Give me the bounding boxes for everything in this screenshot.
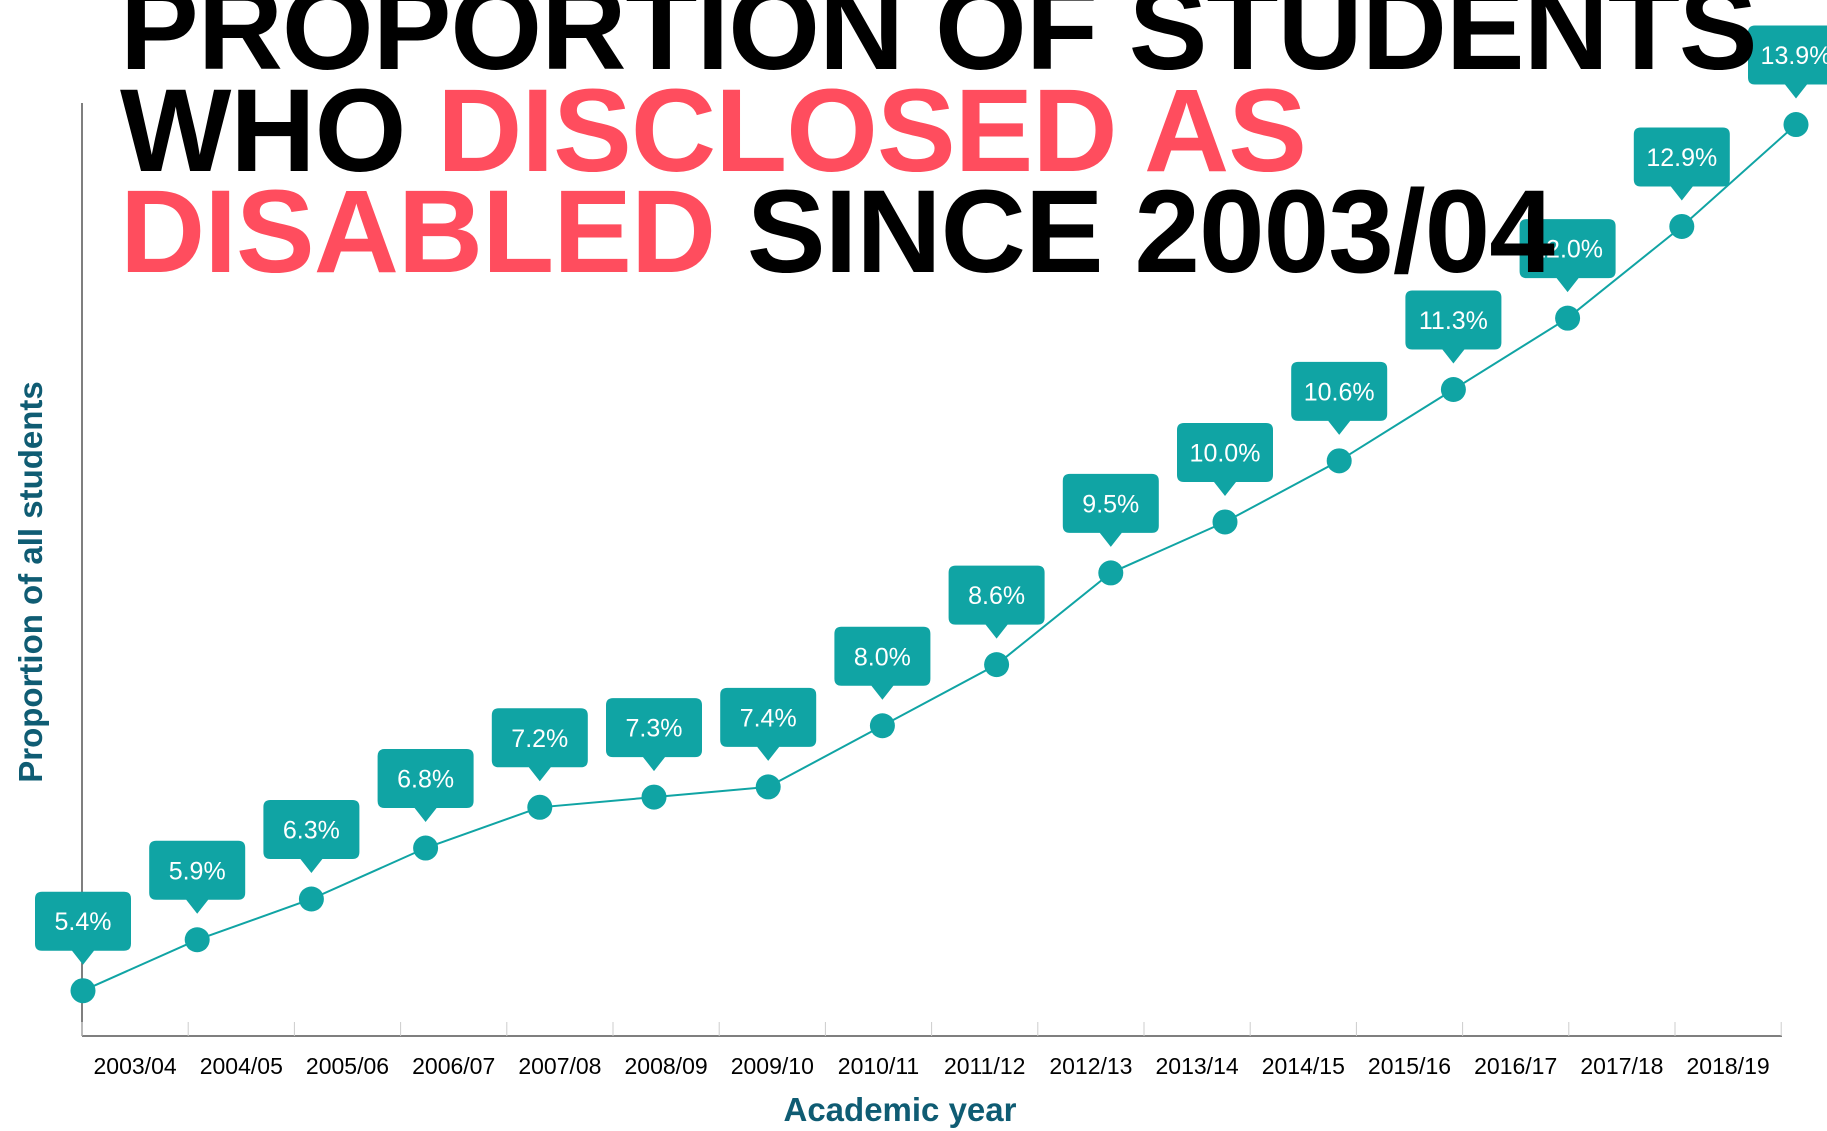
x-tick-label: 2005/06 (306, 1053, 389, 1079)
chart-title-line-3-part-1: DISABLED (120, 166, 716, 298)
data-callout (1177, 422, 1273, 496)
data-label: 6.3% (283, 816, 340, 844)
data-callout (948, 565, 1045, 639)
x-tick-label: 2016/17 (1474, 1053, 1557, 1079)
data-callout (149, 840, 246, 914)
data-callout (1405, 290, 1502, 364)
chart-title-line-3-part-2: SINCE 2003/04 (715, 166, 1555, 298)
data-point (641, 784, 667, 810)
x-tick-label: 2008/09 (625, 1053, 708, 1079)
x-tick-label: 2018/19 (1687, 1053, 1770, 1079)
data-point (1326, 448, 1352, 474)
data-label: 12.0% (1532, 236, 1603, 264)
data-callout (720, 687, 817, 761)
data-point (298, 886, 324, 912)
data-point (413, 835, 439, 861)
data-point (1098, 560, 1124, 586)
x-tick-label: 2004/05 (200, 1053, 283, 1079)
data-point (1212, 509, 1238, 535)
data-point (1669, 213, 1695, 239)
data-point (1783, 112, 1809, 138)
data-callout (263, 799, 360, 873)
data-callout (377, 749, 474, 823)
x-tick-label: 2007/08 (518, 1053, 601, 1079)
data-label: 9.5% (1082, 490, 1139, 518)
data-callout (1291, 361, 1388, 435)
series-line (82, 123, 1797, 992)
chart-title-line-2-part-2: DISCLOSED AS (437, 65, 1307, 197)
data-point (70, 978, 96, 1004)
data-label: 6.8% (397, 766, 454, 794)
x-tick-label: 2017/18 (1580, 1053, 1663, 1079)
data-point (869, 713, 895, 739)
data-label: 5.9% (169, 857, 226, 885)
data-point (1440, 376, 1466, 402)
chart-title-line-1: PROPORTION OF STUDENTS (120, 0, 1758, 95)
data-point (755, 774, 781, 800)
data-label: 5.4% (55, 908, 112, 936)
data-label: 10.6% (1304, 378, 1375, 406)
y-axis-title: Proportion of all students (12, 381, 49, 783)
data-label: 12.9% (1646, 144, 1717, 172)
data-label: 8.0% (854, 643, 911, 671)
data-callout (1062, 473, 1159, 547)
x-tick-label: 2006/07 (412, 1053, 495, 1079)
chart-title-line-3: DISABLED SINCE 2003/04 (120, 173, 1555, 291)
data-label: 8.6% (968, 582, 1025, 610)
x-tick-label: 2012/13 (1049, 1053, 1132, 1079)
x-tick-label: 2011/12 (944, 1053, 1025, 1079)
x-tick-label: 2013/14 (1156, 1053, 1239, 1079)
data-callout (1633, 127, 1730, 201)
x-tick-label: 2014/15 (1262, 1053, 1345, 1079)
chart-title-line-2: WHO DISCLOSED AS (120, 72, 1307, 190)
data-point (1555, 305, 1581, 331)
data-label: 13.9% (1761, 42, 1827, 70)
x-tick-label: 2015/16 (1368, 1053, 1451, 1079)
x-tick-label: 2003/04 (94, 1053, 177, 1079)
data-point (184, 927, 210, 953)
data-label: 7.3% (626, 715, 683, 743)
chart-title-line-2-part-1: WHO (120, 65, 438, 197)
data-label: 7.4% (740, 704, 797, 732)
x-tick-label: 2010/11 (838, 1053, 919, 1079)
data-callout (491, 708, 588, 782)
x-axis-title: Academic year (784, 1091, 1017, 1128)
data-callout (35, 891, 131, 965)
data-point (527, 794, 553, 820)
data-label: 10.0% (1190, 439, 1261, 467)
data-label: 11.3% (1419, 307, 1488, 335)
data-callout (1519, 219, 1616, 293)
data-callout (1748, 25, 1827, 99)
data-callout (834, 626, 931, 700)
x-tick-label: 2009/10 (731, 1053, 814, 1079)
data-point (984, 652, 1010, 678)
data-label: 7.2% (511, 725, 568, 753)
data-callout (606, 698, 702, 772)
